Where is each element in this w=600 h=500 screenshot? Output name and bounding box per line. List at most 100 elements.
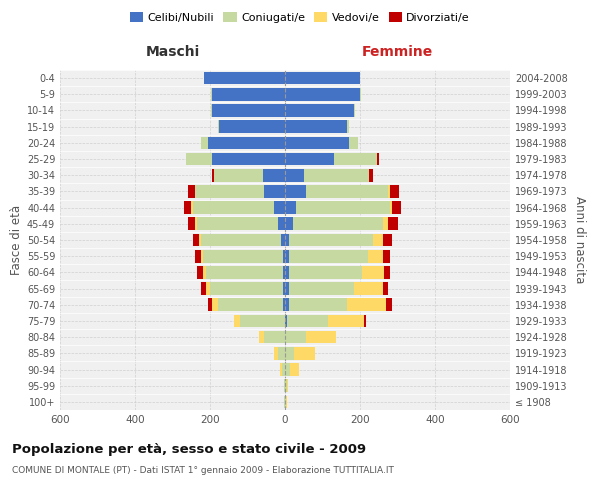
Bar xyxy=(305,185,388,198)
Bar xyxy=(287,314,328,328)
Bar xyxy=(355,282,383,295)
Bar xyxy=(199,234,200,246)
Bar xyxy=(289,282,355,295)
Bar xyxy=(286,396,287,408)
Bar xyxy=(208,298,212,311)
Text: Femmine: Femmine xyxy=(362,44,433,59)
Bar xyxy=(283,266,285,278)
Bar xyxy=(289,266,362,278)
Bar xyxy=(212,104,285,117)
Bar xyxy=(383,234,392,246)
Bar xyxy=(205,72,285,85)
Bar xyxy=(285,136,349,149)
Bar xyxy=(203,266,206,278)
Bar xyxy=(285,104,355,117)
Bar xyxy=(265,185,285,198)
Bar xyxy=(347,120,349,133)
Bar xyxy=(282,363,285,376)
Bar xyxy=(200,250,203,262)
Bar xyxy=(285,380,287,392)
Legend: Celibi/Nubili, Coniugati/e, Vedovi/e, Divorziati/e: Celibi/Nubili, Coniugati/e, Vedovi/e, Di… xyxy=(125,8,475,28)
Bar xyxy=(263,169,285,181)
Bar xyxy=(289,234,373,246)
Bar xyxy=(370,169,373,181)
Bar xyxy=(334,152,377,166)
Bar xyxy=(347,298,386,311)
Text: Maschi: Maschi xyxy=(145,44,200,59)
Y-axis label: Anni di nascita: Anni di nascita xyxy=(573,196,586,284)
Bar xyxy=(187,185,195,198)
Bar xyxy=(296,202,390,214)
Bar xyxy=(274,347,277,360)
Bar xyxy=(285,266,289,278)
Bar xyxy=(259,331,265,344)
Bar xyxy=(392,202,401,214)
Bar xyxy=(283,250,285,262)
Bar xyxy=(265,331,285,344)
Bar xyxy=(195,185,265,198)
Bar xyxy=(289,298,347,311)
Bar xyxy=(200,282,206,295)
Bar xyxy=(212,152,285,166)
Bar xyxy=(285,331,305,344)
Bar xyxy=(283,298,285,311)
Bar xyxy=(193,202,274,214)
Bar xyxy=(200,234,281,246)
Bar xyxy=(285,314,287,328)
Bar xyxy=(390,185,400,198)
Bar xyxy=(211,104,212,117)
Bar xyxy=(218,298,283,311)
Bar xyxy=(289,250,367,262)
Bar xyxy=(349,136,358,149)
Bar xyxy=(284,380,285,392)
Bar xyxy=(191,202,193,214)
Bar xyxy=(197,218,277,230)
Bar xyxy=(212,298,218,311)
Bar xyxy=(285,169,304,181)
Bar xyxy=(280,363,282,376)
Bar xyxy=(285,72,360,85)
Bar xyxy=(388,185,390,198)
Bar xyxy=(285,218,293,230)
Bar xyxy=(285,282,289,295)
Bar xyxy=(364,314,365,328)
Bar xyxy=(285,185,305,198)
Bar xyxy=(210,282,283,295)
Bar xyxy=(385,266,390,278)
Bar xyxy=(285,298,289,311)
Bar xyxy=(211,88,212,101)
Y-axis label: Fasce di età: Fasce di età xyxy=(10,205,23,275)
Bar xyxy=(206,282,210,295)
Text: Popolazione per età, sesso e stato civile - 2009: Popolazione per età, sesso e stato civil… xyxy=(12,442,366,456)
Bar xyxy=(240,314,285,328)
Bar xyxy=(220,120,285,133)
Bar xyxy=(208,136,285,149)
Bar xyxy=(285,396,286,408)
Bar xyxy=(195,250,200,262)
Bar xyxy=(373,234,383,246)
Bar xyxy=(290,363,299,376)
Bar xyxy=(283,282,285,295)
Bar xyxy=(212,88,285,101)
Bar xyxy=(285,250,289,262)
Bar xyxy=(386,298,392,311)
Bar xyxy=(214,169,263,181)
Bar xyxy=(388,218,398,230)
Bar xyxy=(200,136,208,149)
Bar xyxy=(185,152,212,166)
Bar xyxy=(285,234,289,246)
Bar xyxy=(377,152,379,166)
Bar xyxy=(285,202,296,214)
Bar xyxy=(360,88,361,101)
Bar xyxy=(390,202,392,214)
Bar xyxy=(274,202,285,214)
Bar xyxy=(295,347,315,360)
Bar xyxy=(285,363,290,376)
Bar xyxy=(285,120,347,133)
Bar xyxy=(218,120,220,133)
Bar xyxy=(362,266,385,278)
Bar xyxy=(184,202,191,214)
Bar xyxy=(235,314,240,328)
Bar xyxy=(304,169,370,181)
Bar xyxy=(383,218,388,230)
